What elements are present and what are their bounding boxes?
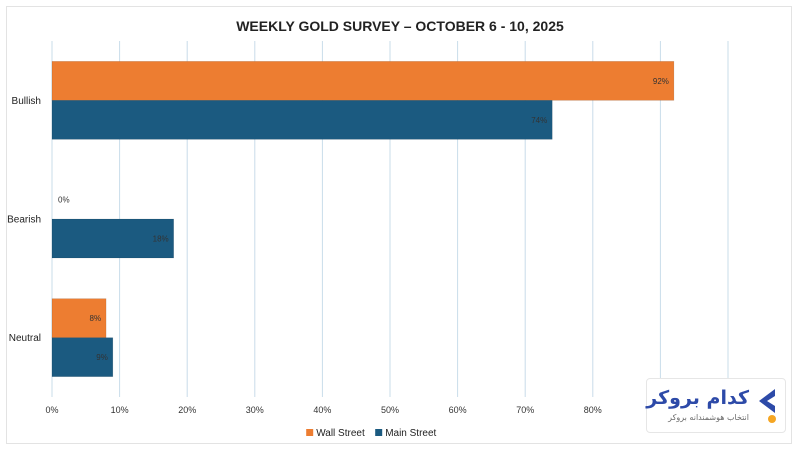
legend-label: Wall Street — [316, 428, 365, 439]
data-label: 74% — [531, 116, 547, 125]
category-label: Bullish — [12, 96, 41, 107]
x-tick-label: 40% — [313, 405, 331, 415]
legend-item: Main Street — [375, 428, 437, 439]
x-tick-label: 10% — [111, 405, 129, 415]
category-label: Neutral — [9, 333, 41, 344]
brand-watermark: کدام بروکر انتخاب هوشمندانه بروکر — [646, 378, 786, 433]
brand-name: کدام بروکر — [646, 387, 749, 409]
legend-swatch — [375, 429, 383, 436]
data-label: 18% — [153, 235, 169, 244]
x-tick-label: 30% — [246, 405, 264, 415]
x-tick-label: 0% — [45, 405, 58, 415]
data-label: 0% — [58, 196, 70, 205]
data-label: 8% — [90, 314, 102, 323]
bar-wall-street — [51, 61, 675, 101]
x-tick-labels: 0% 10% 20% 30% 40% 50% 60% 70% 80% — [45, 405, 601, 415]
category-labels: Bullish Bearish Neutral — [7, 96, 41, 344]
brand-tagline: انتخاب هوشمندانه بروکر — [668, 413, 749, 422]
chart-title: WEEKLY GOLD SURVEY – OCTOBER 6 - 10, 202… — [236, 18, 564, 34]
chart-frame — [6, 6, 792, 444]
legend-swatch — [306, 429, 314, 436]
x-tick-label: 60% — [449, 405, 467, 415]
brand-logo-icon — [759, 389, 776, 423]
category-label: Bearish — [7, 215, 41, 226]
x-tick-label: 70% — [516, 405, 534, 415]
data-label: 9% — [96, 353, 108, 362]
x-tick-label: 50% — [381, 405, 399, 415]
bar-main-street — [51, 218, 174, 259]
legend-label: Main Street — [385, 428, 436, 439]
x-tick-label: 20% — [178, 405, 196, 415]
x-tick-label: 80% — [584, 405, 602, 415]
legend-item: Wall Street — [306, 428, 365, 439]
bar-main-street — [51, 337, 114, 377]
data-labels: 92% 74% 0% 18% 8% 9% — [58, 77, 669, 362]
legend: Wall Street Main Street — [306, 428, 437, 439]
bar-wall-street — [51, 298, 107, 338]
bar-main-street — [51, 100, 553, 140]
bars — [51, 61, 675, 377]
data-label: 92% — [653, 77, 669, 86]
